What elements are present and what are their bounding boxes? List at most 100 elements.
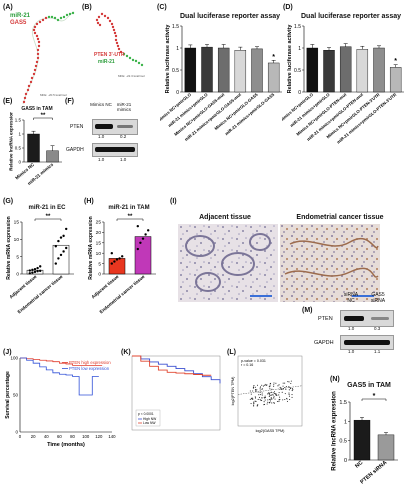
data-point	[278, 400, 280, 403]
data-point	[113, 260, 116, 263]
blot-f-col-2: miR-21 mimics	[116, 102, 132, 112]
data-point	[276, 394, 278, 396]
data-point	[262, 385, 264, 387]
data-point	[249, 398, 251, 400]
category-label: Endometrial cancer tissue	[17, 274, 64, 315]
data-point	[144, 233, 147, 236]
significance-bracket	[34, 218, 62, 221]
data-point	[269, 398, 271, 401]
data-point	[259, 391, 261, 393]
series-line	[132, 355, 221, 384]
data-point	[268, 402, 270, 404]
panel-letter-c: (C)	[157, 4, 167, 11]
y-tick-label: 1	[344, 419, 347, 425]
y-axis-label: Relative mRNA expression	[6, 216, 12, 279]
data-point	[268, 395, 270, 398]
x-tick-label: 0	[19, 434, 22, 439]
data-point	[36, 266, 39, 270]
y-tick-label: 15	[14, 220, 20, 226]
data-point	[59, 236, 63, 239]
ihc-adjacent-image	[178, 224, 278, 302]
data-point	[278, 394, 280, 396]
rna-structure-b	[95, 12, 144, 67]
bar	[306, 47, 319, 93]
data-point	[253, 404, 255, 406]
data-point	[110, 252, 113, 255]
title-e: GAS5 in TAM	[21, 106, 53, 112]
mir21-label-a: miR-21	[10, 13, 31, 19]
blot-f-band-gapdh	[92, 143, 138, 157]
y-axis-label: Relative luciferase activity	[165, 24, 171, 94]
data-point	[62, 250, 65, 253]
data-point	[274, 392, 276, 395]
data-point	[256, 384, 259, 386]
y-axis-label: Relative mRNA expression	[88, 216, 94, 279]
y-tick-label: 1	[18, 132, 21, 137]
data-point	[250, 393, 252, 395]
legend-label: PTEN low expression	[69, 366, 110, 371]
data-point	[291, 390, 293, 392]
significance-mark: **	[41, 113, 46, 119]
data-point	[31, 268, 34, 272]
mir21-label-b: miR-21	[98, 59, 115, 65]
data-point	[267, 401, 269, 403]
data-point	[279, 398, 281, 401]
data-point	[54, 245, 57, 248]
data-point	[254, 388, 257, 391]
data-point	[271, 388, 273, 390]
y-tick-label: 1.5	[15, 118, 22, 123]
data-point	[264, 383, 266, 385]
data-point	[255, 390, 257, 392]
data-point	[272, 394, 274, 396]
data-point	[281, 391, 283, 393]
data-point	[284, 398, 286, 401]
x-tick-label: 80	[70, 434, 75, 439]
y-tick-label: 0	[344, 458, 347, 464]
caption-adjacent: Adjacent tissue	[199, 214, 251, 221]
data-point	[288, 389, 290, 391]
blot-f-col-1: Mimics NC	[90, 102, 112, 107]
blot-m-row-pten: PTEN	[318, 316, 333, 322]
stat-pvalue: p-value = 0.031	[241, 359, 266, 363]
y-axis-label: Survival percentage	[5, 371, 11, 419]
data-point	[255, 400, 257, 402]
blot-m-gapdh-v2: 1.1	[374, 349, 381, 354]
data-point	[259, 387, 261, 389]
data-point	[277, 385, 279, 387]
y-tick-label: 10	[14, 237, 20, 243]
data-point	[282, 388, 284, 390]
data-point	[121, 255, 124, 258]
blot-m-col-1: siRNA NC	[343, 292, 359, 304]
bar	[356, 49, 369, 93]
y-tick-label: 20	[96, 230, 102, 236]
data-point	[272, 392, 274, 394]
blot-m-row-gapdh: GAPDH	[314, 340, 334, 346]
blot-f-row-gapdh: GAPDH	[66, 147, 84, 153]
data-point	[279, 396, 281, 398]
y-tick-label: 0	[298, 90, 301, 96]
bar	[251, 48, 263, 93]
blot-m-pten-v1: 1.0	[348, 326, 355, 331]
x-tick-label: 60	[57, 434, 62, 439]
data-point	[261, 392, 263, 394]
bar	[339, 46, 352, 93]
panel-letter-j: (J)	[3, 349, 12, 356]
data-point	[286, 400, 288, 402]
data-point	[39, 269, 42, 273]
data-point	[28, 272, 31, 275]
data-point	[269, 400, 271, 402]
data-point	[273, 396, 275, 398]
legend-label: High NW	[143, 417, 157, 421]
panel-letter-l: (L)	[227, 349, 236, 356]
x-axis-label: Time (months)	[47, 442, 85, 448]
data-point	[136, 247, 139, 251]
series-line	[20, 357, 99, 396]
panel-letter-h: (H)	[84, 198, 94, 205]
category-label: NC	[354, 460, 364, 470]
bar	[201, 46, 213, 93]
